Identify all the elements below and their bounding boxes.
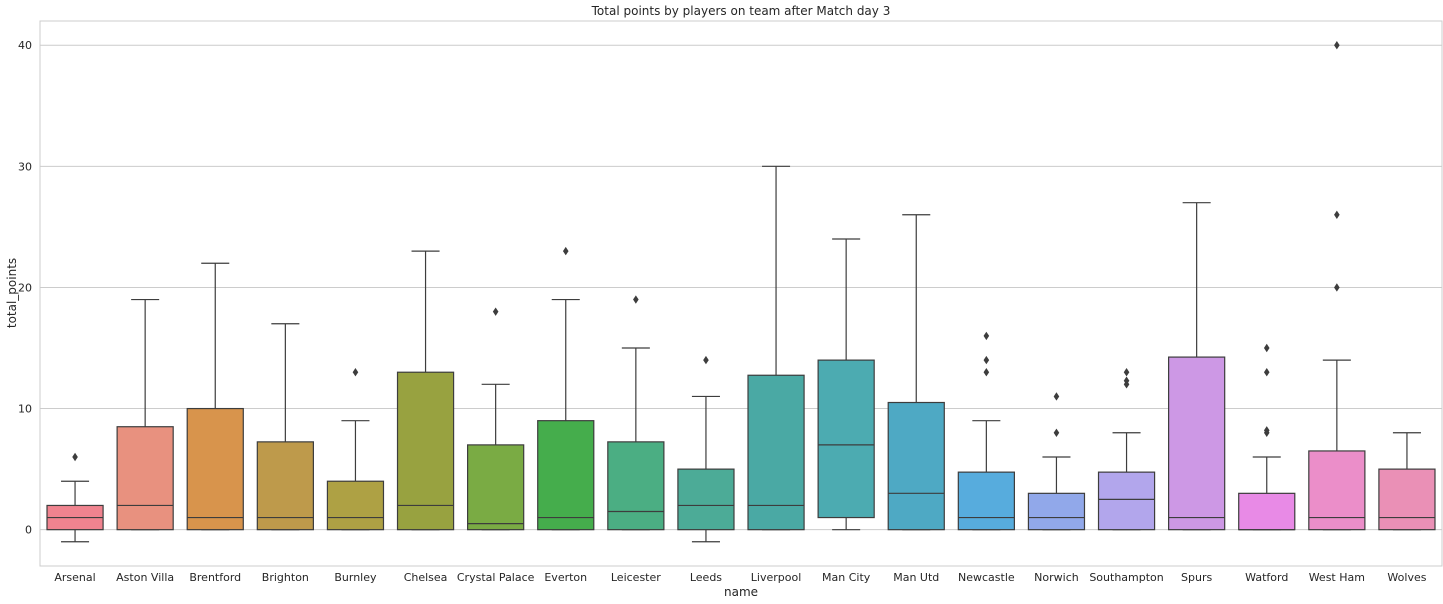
x-tick-label: Man Utd (893, 571, 939, 584)
box-brentford (186, 262, 244, 531)
box-body (537, 420, 595, 531)
y-tick-label: 0 (25, 524, 32, 537)
outlier-point (983, 331, 990, 341)
box-body (1378, 468, 1436, 531)
y-tick-label: 40 (18, 39, 32, 52)
x-tick-label: Man City (822, 571, 871, 584)
y-axis-ticks: 0 10 20 30 40 (18, 39, 32, 536)
box-man-utd (887, 214, 945, 531)
x-tick-label: Watford (1245, 571, 1288, 584)
box-newcastle (957, 331, 1015, 531)
x-tick-label: Norwich (1034, 571, 1079, 584)
box-arsenal (46, 452, 104, 543)
outlier-point (352, 368, 359, 377)
box-body (677, 468, 735, 531)
box-body (957, 471, 1015, 531)
x-tick-label: West Ham (1309, 571, 1365, 584)
box-body (747, 374, 805, 531)
plot-area (39, 20, 1443, 567)
x-tick-label: Crystal Palace (457, 571, 535, 584)
box-watford (1238, 343, 1296, 531)
outlier-point (703, 355, 709, 365)
box-chelsea (396, 250, 455, 531)
outlier-point (983, 355, 990, 365)
box-leicester (607, 295, 665, 531)
box-body (887, 401, 945, 531)
outlier-point (1263, 368, 1270, 377)
outlier-point (1123, 376, 1130, 385)
box-body (607, 441, 665, 531)
box-body (1238, 492, 1296, 531)
box-body (1097, 471, 1156, 531)
box-body (186, 407, 244, 531)
x-tick-label: Brighton (262, 571, 309, 584)
x-axis-ticks: Arsenal Aston Villa Brentford Brighton Burnl… (54, 571, 1426, 584)
box-aston-villa (116, 298, 174, 531)
box-body (467, 444, 525, 531)
box-burnley (326, 368, 385, 531)
box-body (256, 441, 314, 531)
x-tick-label: Everton (544, 571, 587, 584)
boxes-layer (46, 41, 1436, 543)
outlier-point (72, 452, 78, 462)
x-tick-label: Chelsea (404, 571, 448, 584)
box-body (817, 359, 875, 519)
y-tick-label: 10 (18, 403, 32, 416)
box-body (1168, 356, 1226, 531)
outlier-point (1334, 210, 1340, 219)
x-tick-label: Brentford (189, 571, 241, 584)
x-tick-label: Wolves (1387, 571, 1426, 584)
x-tick-label: Newcastle (958, 571, 1015, 584)
box-norwich (1027, 392, 1086, 531)
box-man-city (817, 238, 875, 531)
box-liverpool (747, 165, 805, 531)
y-tick-label: 30 (18, 160, 32, 173)
box-brighton (256, 323, 314, 531)
box-crystal-palace (467, 307, 525, 531)
x-tick-label: Aston Villa (116, 571, 174, 584)
outlier-point (1053, 428, 1060, 437)
y-tick-label: 20 (18, 281, 32, 294)
box-body (116, 426, 174, 531)
x-tick-label: Arsenal (54, 571, 95, 584)
chart-title: Total points by players on team after Ma… (591, 4, 891, 18)
box-wolves (1378, 432, 1436, 531)
y-axis-label: total_points (5, 258, 19, 328)
box-southampton (1097, 368, 1156, 531)
outlier-point (1263, 426, 1270, 435)
outlier-point (492, 307, 499, 316)
x-tick-label: Southampton (1089, 571, 1163, 584)
outlier-point (1123, 368, 1130, 377)
outlier-point (1263, 343, 1270, 353)
box-west-ham (1308, 41, 1366, 531)
x-tick-label: Burnley (334, 571, 377, 584)
box-body (326, 480, 385, 531)
x-tick-label: Leicester (611, 571, 661, 584)
box-leeds (677, 355, 735, 543)
outlier-point (1334, 41, 1340, 50)
x-tick-label: Liverpool (751, 571, 801, 584)
outlier-point (562, 246, 569, 256)
box-body (396, 371, 455, 531)
box-body (1308, 450, 1366, 531)
x-tick-label: Leeds (690, 571, 722, 584)
box-body (1027, 492, 1086, 531)
outlier-point (1053, 392, 1060, 401)
box-everton (537, 246, 595, 531)
outlier-point (1334, 283, 1340, 292)
x-axis-label: name (724, 585, 758, 599)
box-spurs (1168, 202, 1226, 531)
outlier-point (983, 368, 990, 377)
x-tick-label: Spurs (1181, 571, 1212, 584)
outlier-point (633, 295, 639, 304)
